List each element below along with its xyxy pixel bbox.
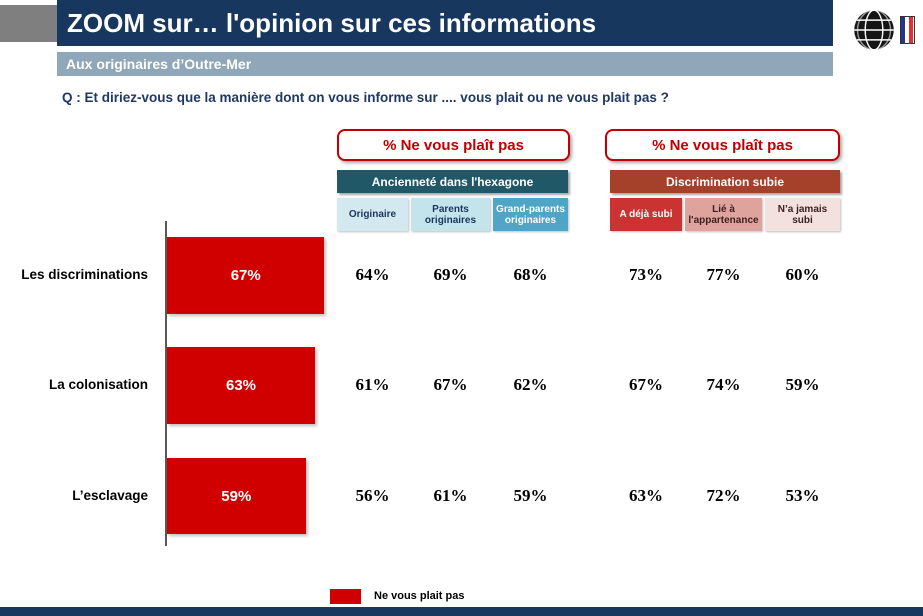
column-header-lie-appartenance: Lié à l'appartenance [685,198,762,231]
value-cell: 61% [355,375,390,394]
slide-subtitle: Aux originaires d’Outre-Mer [66,56,252,72]
question-text: Q : Et diriez-vous que la manière dont o… [62,90,669,105]
title-bar: ZOOM sur… l'opinion sur ces informations [57,0,833,46]
flag-stripe-red [909,16,914,43]
value-cell: 64% [355,265,390,284]
column-header-originaire: Originaire [337,198,408,231]
badge-ne-vous-plait-pas-left: % Ne vous plaît pas [337,129,570,161]
value-cell: 56% [355,486,390,505]
flag-stripe-white [904,16,910,43]
bar-value-label: 59% [221,487,252,505]
bar-colonisation: 63% [167,347,316,424]
value-cell: 53% [785,486,820,505]
value-cell: 72% [706,486,741,505]
badge-label: % Ne vous plaît pas [652,136,793,154]
bar-value-label: 63% [226,377,257,394]
column-header-grand-parents-originaires: Grand-parents originaires [493,198,568,231]
category-label-esclavage: L’esclavage [72,488,148,503]
value-cell: 63% [629,486,663,505]
value-cell: 62% [513,375,548,394]
value-cell: 73% [629,265,663,284]
bar-discriminations: 67% [167,237,325,314]
bar-esclavage: 59% [167,458,306,534]
group-header-discrimination: Discrimination subie [610,170,840,193]
value-cell: 59% [513,486,548,505]
subtitle-bar: Aux originaires d’Outre-Mer [57,52,833,76]
value-cell: 74% [706,375,741,394]
globe-icon [853,8,894,51]
column-header-na-jamais-subi: N’a jamais subi [765,198,840,231]
slide-title: ZOOM sur… l'opinion sur ces informations [67,8,597,38]
value-cell: 59% [785,375,820,394]
chart-axis-line [165,221,167,546]
category-label-colonisation: La colonisation [48,377,148,392]
value-cell: 69% [433,265,468,284]
header-accent-block [0,5,57,42]
legend-label: Ne vous plait pas [374,590,465,602]
column-header-parents-originaires: Parents originaires [411,198,490,231]
footer-bar [0,607,923,616]
value-cell: 77% [706,265,741,284]
column-header-a-deja-subi: A déjà subi [610,198,682,231]
legend-swatch-red [330,589,361,604]
french-flag-icon [899,15,915,44]
bar-value-label: 67% [230,267,261,284]
group-header-anciennete: Ancienneté dans l'hexagone [337,170,568,193]
badge-label: % Ne vous plaît pas [383,136,524,154]
value-cell: 61% [433,486,468,505]
badge-ne-vous-plait-pas-right: % Ne vous plaît pas [605,129,840,161]
value-cell: 68% [513,265,548,284]
value-cell: 60% [785,265,820,284]
agency-logo [845,2,921,57]
value-cell: 67% [433,375,468,394]
category-label-discriminations: Les discriminations [21,267,148,282]
value-cell: 67% [629,375,663,394]
flag-stripe-blue [900,16,905,43]
